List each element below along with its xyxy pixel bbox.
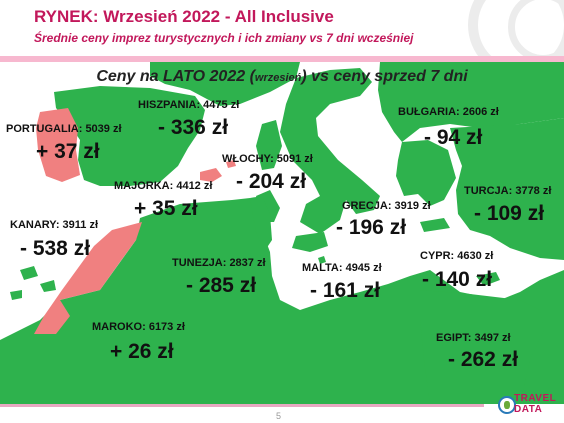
- region-tunezja: [250, 196, 272, 252]
- region-turcja: [450, 118, 564, 260]
- label-grecja: GRECJA: 3919 zł: [342, 200, 431, 212]
- region-bulgaria: [378, 62, 564, 142]
- label-wlochy: WŁOCHY: 5091 zł: [222, 153, 313, 165]
- change-tunezja: - 285 zł: [186, 274, 257, 297]
- label-hiszpania: HISZPANIA: 4475 zł: [138, 99, 240, 111]
- change-majorka: + 35 zł: [134, 197, 198, 220]
- region-portugalia: [36, 108, 80, 182]
- change-hiszpania: - 336 zł: [158, 116, 229, 139]
- region-africa: [0, 198, 564, 404]
- label-majorka: MAJORKA: 4412 zł: [114, 180, 213, 192]
- header-divider: [0, 56, 564, 63]
- label-malta: MALTA: 4945 zł: [302, 262, 382, 274]
- travel-data-logo: TRAVEL DATA: [497, 392, 561, 420]
- change-malta: - 161 zł: [310, 279, 381, 302]
- region-maroko: [34, 222, 142, 334]
- change-egipt: - 262 zł: [448, 348, 519, 371]
- region-malta: [318, 256, 326, 264]
- region-kanary: [20, 266, 38, 280]
- map-title: Ceny na LATO 2022 (wrzesień) vs ceny spr…: [96, 68, 468, 85]
- label-turcja: TURCJA: 3778 zł: [464, 185, 552, 197]
- footer-divider: [0, 404, 484, 407]
- label-tunezja: TUNEZJA: 2837 zł: [172, 257, 266, 269]
- change-cypr: - 140 zł: [422, 268, 493, 291]
- region-france: [150, 62, 300, 106]
- region-wlochy: [280, 68, 380, 234]
- label-portugalia: PORTUGALIA: 5039 zł: [6, 123, 122, 135]
- globe-icon: [498, 396, 516, 414]
- change-bulgaria: - 94 zł: [424, 126, 483, 149]
- change-maroko: + 26 zł: [110, 340, 174, 363]
- region-grecja: [396, 140, 456, 206]
- logo-text-bottom: DATA: [514, 404, 543, 415]
- change-wlochy: - 204 zł: [236, 170, 307, 193]
- label-maroko: MAROKO: 6173 zł: [92, 321, 185, 333]
- region-hiszpania: [54, 86, 205, 186]
- change-kanary: - 538 zł: [20, 237, 91, 260]
- logo-text-top: TRAVEL: [514, 393, 557, 404]
- region-cypr: [476, 272, 500, 286]
- page-subtitle: Średnie ceny imprez turystycznych i ich …: [34, 31, 414, 45]
- label-kanary: KANARY: 3911 zł: [10, 219, 99, 231]
- region-majorka: [200, 168, 222, 182]
- region-egipt: [420, 290, 544, 404]
- change-portugalia: + 37 zł: [36, 140, 100, 163]
- label-egipt: EGIPT: 3497 zł: [436, 332, 511, 344]
- change-turcja: - 109 zł: [474, 202, 545, 225]
- change-grecja: - 196 zł: [336, 216, 407, 239]
- page-title: RYNEK: Wrzesień 2022 - All Inclusive: [34, 7, 334, 26]
- page-number: 5: [276, 411, 282, 421]
- label-cypr: CYPR: 4630 zł: [420, 250, 494, 262]
- mediterranean-map: [0, 62, 564, 404]
- label-bulgaria: BUŁGARIA: 2606 zł: [398, 106, 499, 118]
